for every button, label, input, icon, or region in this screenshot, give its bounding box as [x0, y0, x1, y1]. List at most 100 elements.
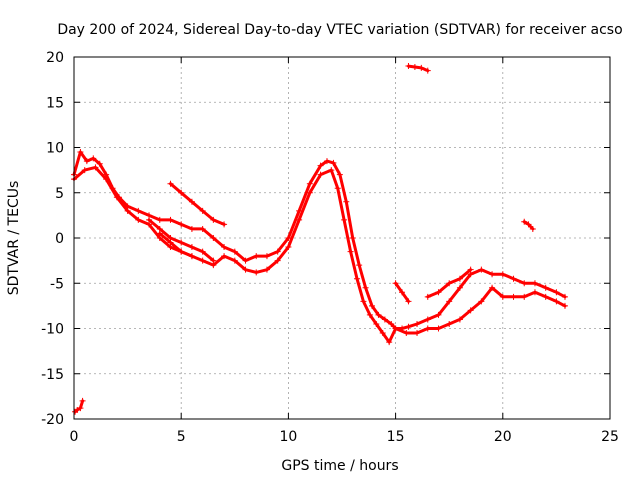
data-point: [167, 216, 174, 223]
data-point: [210, 235, 217, 241]
data-point: [113, 194, 120, 201]
series-late-band-1: [392, 280, 412, 305]
data-point: [510, 275, 517, 282]
data-point: [456, 284, 463, 291]
data-point: [418, 64, 425, 71]
data-point: [178, 221, 185, 228]
data-point: [221, 244, 228, 251]
data-point: [366, 311, 373, 318]
data-point: [221, 221, 228, 228]
data-point: [188, 225, 195, 232]
data-point: [405, 298, 412, 305]
data-point: [499, 293, 506, 300]
data-point: [178, 248, 185, 255]
data-point: [178, 189, 185, 196]
data-point: [210, 216, 217, 223]
y-tick-label: -5: [50, 276, 64, 292]
data-point: [399, 289, 406, 296]
data-point: [343, 198, 350, 205]
x-tick-label: 15: [387, 429, 405, 445]
data-point: [323, 158, 330, 165]
data-point: [521, 218, 528, 225]
data-point: [424, 316, 431, 323]
series-cluster-lower: [72, 397, 86, 415]
data-point: [188, 198, 195, 205]
series-late-band-2: [424, 266, 474, 300]
data-point: [386, 339, 393, 346]
data-point: [362, 284, 369, 291]
data-point: [167, 239, 174, 246]
series-layer: [71, 63, 568, 415]
y-tick-label: -10: [41, 322, 64, 338]
grid: [74, 57, 610, 419]
data-point: [424, 67, 431, 74]
data-point: [81, 167, 88, 174]
data-point: [96, 160, 103, 167]
data-point: [553, 289, 560, 296]
data-point: [103, 176, 110, 183]
data-point: [424, 325, 431, 332]
data-point: [231, 248, 238, 255]
data-point: [467, 307, 474, 314]
y-tick-label: 20: [46, 50, 64, 66]
y-tick-label: 15: [46, 95, 64, 111]
data-point: [347, 248, 354, 255]
data-point: [317, 162, 324, 169]
data-point: [467, 266, 474, 273]
data-point: [146, 216, 153, 223]
data-point: [414, 320, 421, 327]
y-tick-label: 5: [55, 186, 64, 202]
data-point: [135, 207, 142, 214]
data-point: [242, 266, 249, 273]
data-point: [74, 406, 81, 413]
data-point: [83, 158, 90, 165]
x-tick-label: 10: [279, 429, 297, 445]
series-cluster-upper: [405, 63, 431, 74]
series-secondary-band-1: [146, 216, 217, 264]
data-point: [405, 323, 412, 330]
series-line: [158, 232, 194, 258]
data-point: [349, 235, 356, 241]
data-point: [542, 284, 549, 291]
series-main-trend-lower: [71, 164, 568, 346]
plot-frame: [73, 56, 611, 420]
data-point: [414, 330, 421, 337]
data-point: [306, 189, 313, 196]
data-point: [375, 311, 382, 318]
data-point: [446, 298, 453, 305]
data-point: [77, 405, 84, 412]
data-point: [360, 298, 367, 305]
data-point: [199, 207, 206, 214]
data-point: [379, 330, 386, 337]
data-point: [199, 257, 206, 264]
data-point: [188, 244, 195, 251]
x-tick-label: 25: [601, 429, 619, 445]
data-point: [525, 221, 532, 228]
data-point: [435, 325, 442, 332]
data-point: [531, 289, 538, 296]
chart-title: Day 200 of 2024, Sidereal Day-to-day VTE…: [57, 22, 622, 38]
data-point: [435, 289, 442, 296]
data-point: [446, 280, 453, 287]
data-point: [231, 257, 238, 264]
y-tick-label: 0: [55, 231, 64, 247]
data-point: [296, 216, 303, 223]
data-point: [90, 155, 97, 162]
x-axis-label: GPS time / hours: [281, 458, 398, 474]
data-point: [388, 320, 395, 327]
data-point: [77, 149, 84, 156]
data-point: [561, 302, 568, 309]
data-point: [356, 262, 363, 269]
data-point: [285, 244, 292, 251]
data-point: [135, 216, 142, 223]
data-point: [354, 275, 361, 282]
data-point: [242, 257, 249, 264]
data-point: [531, 280, 538, 287]
series-cluster-right: [521, 218, 536, 232]
data-point: [199, 248, 206, 255]
data-point: [167, 180, 174, 187]
data-point: [561, 293, 568, 300]
data-point: [253, 269, 260, 276]
data-point: [156, 230, 163, 237]
y-axis-label: SDTVAR / TECUs: [6, 181, 22, 296]
